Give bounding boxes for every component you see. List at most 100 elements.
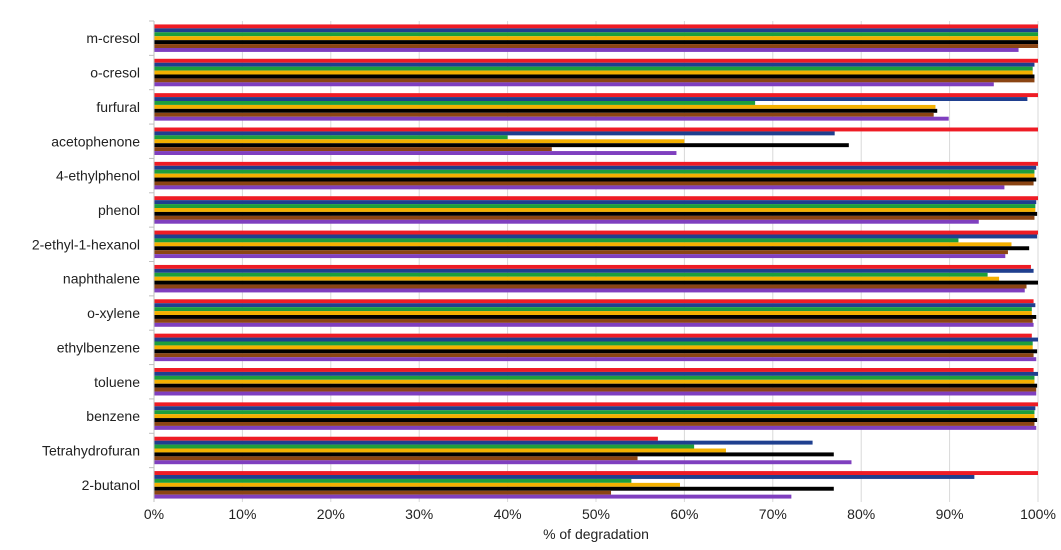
bar	[154, 425, 1037, 430]
bar	[154, 215, 1035, 220]
bar	[154, 276, 1000, 281]
category-label: o-xylene	[87, 305, 140, 321]
x-tick-label: 0%	[144, 506, 164, 522]
bar	[154, 246, 1030, 251]
bar	[154, 219, 979, 224]
bar	[154, 456, 638, 461]
category-label: acetophenone	[51, 133, 140, 149]
bar	[154, 303, 1036, 308]
bar	[154, 242, 1012, 247]
bar	[154, 204, 1036, 209]
category-label: toluene	[94, 374, 140, 390]
category-label: ethylbenzene	[57, 339, 141, 355]
bar	[154, 173, 1035, 178]
bar	[154, 478, 632, 483]
bar	[154, 135, 508, 140]
bar	[154, 58, 1038, 63]
x-tick-label: 50%	[582, 506, 610, 522]
bar	[154, 139, 685, 144]
bar	[154, 230, 1038, 235]
bar	[154, 97, 1028, 102]
x-tick-label: 70%	[759, 506, 787, 522]
bar	[154, 272, 988, 277]
bar	[154, 333, 1032, 338]
category-label: furfural	[96, 99, 140, 115]
x-tick-label: 100%	[1020, 506, 1056, 522]
bar	[154, 383, 1038, 388]
bar	[154, 341, 1033, 346]
bar	[154, 108, 938, 113]
bar	[154, 74, 1035, 79]
bar	[154, 337, 1038, 342]
bar	[154, 211, 1038, 216]
bar	[154, 177, 1037, 182]
bar	[154, 62, 1035, 67]
bar	[154, 452, 834, 457]
bar	[154, 460, 852, 465]
x-axis-title: % of degradation	[543, 526, 649, 542]
bar	[154, 127, 1038, 132]
x-tick-label: 10%	[228, 506, 256, 522]
bar	[154, 436, 658, 441]
bar	[154, 104, 936, 109]
category-label: 2-ethyl-1-hexanol	[32, 236, 140, 252]
bar	[154, 185, 1005, 190]
bar	[154, 406, 1036, 411]
bar	[154, 116, 949, 121]
x-tick-label: 30%	[405, 506, 433, 522]
axis-layer: 0% 10% 20% 30% 40% 50% 60% 70% 80% 90% 100% m-creso…	[32, 20, 1056, 522]
bar	[154, 284, 1027, 289]
bar	[154, 345, 1033, 350]
bar	[154, 28, 1038, 33]
bar	[154, 307, 1032, 312]
bar	[154, 414, 1035, 419]
bar	[154, 379, 1035, 384]
category-label: 2-butanol	[82, 477, 140, 493]
bar	[154, 402, 1038, 407]
bar	[154, 165, 1037, 170]
bar	[154, 391, 1037, 396]
bar	[154, 47, 1019, 52]
bar	[154, 196, 1038, 201]
bar	[154, 250, 1008, 255]
x-tick-label: 40%	[494, 506, 522, 522]
bar	[154, 238, 959, 243]
bar	[154, 147, 552, 152]
bar	[154, 44, 1038, 48]
category-label: naphthalene	[63, 271, 140, 287]
bar	[154, 410, 1035, 415]
bar	[154, 299, 1034, 304]
x-tick-label: 90%	[936, 506, 964, 522]
bar	[154, 318, 1033, 323]
bar	[154, 357, 1037, 362]
bar	[154, 254, 1006, 259]
category-label: m-cresol	[86, 30, 140, 46]
bar	[154, 161, 1038, 166]
bar	[154, 66, 1033, 71]
bar	[154, 486, 834, 491]
bar	[154, 368, 1034, 372]
bar	[154, 36, 1038, 41]
bar	[154, 112, 934, 117]
bar	[154, 208, 1036, 212]
bar	[154, 448, 726, 453]
bar	[154, 101, 756, 105]
bar	[154, 387, 1037, 392]
bar	[154, 93, 1038, 98]
bar	[154, 264, 1031, 269]
bar	[154, 169, 1035, 174]
bar	[154, 32, 1038, 37]
bar	[154, 151, 677, 155]
bar	[154, 421, 1035, 426]
bar	[154, 444, 695, 449]
bar	[154, 78, 1035, 83]
bar	[154, 234, 1038, 239]
bar	[154, 322, 1034, 327]
bar-layer	[154, 24, 1038, 499]
bar	[154, 494, 792, 499]
bar	[154, 82, 994, 87]
x-tick-label: 20%	[317, 506, 345, 522]
category-label: 4-ethylphenol	[56, 168, 140, 184]
